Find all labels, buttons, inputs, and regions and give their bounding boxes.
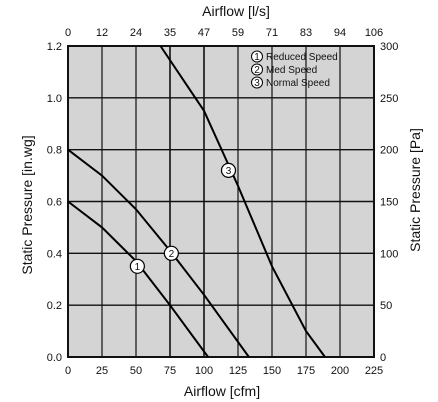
y-axis-right-title: Static Pressure [Pa] [407, 128, 423, 252]
y-tick-label-right: 150 [380, 197, 398, 209]
y-tick-label-left: 0.4 [47, 248, 62, 260]
x-tick-label-bottom: 100 [195, 365, 213, 377]
y-tick-label-left: 0.2 [47, 300, 62, 312]
series-marker-2: 2 [163, 245, 179, 261]
grid [68, 46, 374, 357]
y-tick-label-right: 100 [380, 248, 398, 260]
series-line-2 [67, 148, 250, 358]
y-tick-label-left: 1.0 [47, 93, 62, 105]
y-tick-label-left: 0.0 [47, 352, 62, 364]
marker-circle [163, 245, 179, 261]
y-tick-label-left: 0.6 [47, 197, 62, 209]
y-tick-label-right: 300 [380, 41, 398, 53]
marker-number: 2 [169, 249, 175, 260]
x-tick-label-top: 59 [232, 27, 244, 39]
x-tick-label-top: 24 [130, 27, 142, 39]
legend-marker-number: 2 [254, 65, 260, 76]
y-tick-label-right: 200 [380, 145, 398, 157]
marker-number: 1 [135, 262, 141, 273]
x-axis-bottom-title: Airflow [cfm] [184, 383, 260, 399]
x-tick-label-bottom: 125 [229, 365, 247, 377]
series-line-3 [159, 45, 326, 358]
x-tick-label-bottom: 175 [297, 365, 315, 377]
x-tick-label-bottom: 225 [365, 365, 383, 377]
x-tick-label-bottom: 150 [263, 365, 281, 377]
x-tick-label-top: 0 [65, 27, 71, 39]
legend: 1 Reduced Speed 2 Med Speed 3 Normal Speed [251, 50, 338, 89]
legend-marker [251, 76, 263, 89]
y-tick-label-left: 0.8 [47, 145, 62, 157]
legend-marker [251, 50, 263, 63]
legend-item-1: 1 Reduced Speed [251, 50, 338, 63]
x-tick-label-top: 12 [96, 27, 108, 39]
y-axis-left-title: Static Pressure [in.wg] [19, 135, 35, 274]
legend-label: Reduced Speed [266, 52, 338, 63]
x-tick-label-bottom: 0 [65, 365, 71, 377]
y-tick-label-right: 50 [380, 300, 392, 312]
x-tick-label-bottom: 50 [130, 365, 142, 377]
series-markers: 1 2 3 [129, 162, 237, 274]
marker-number: 3 [226, 166, 232, 177]
y-tick-label-left: 1.2 [47, 41, 62, 53]
legend-marker-number: 3 [254, 78, 260, 89]
x-tick-label-top: 35 [164, 27, 176, 39]
x-tick-label-bottom: 25 [96, 365, 108, 377]
series-marker-1: 1 [129, 258, 145, 274]
x-tick-label-top: 94 [334, 27, 346, 39]
legend-marker [251, 63, 263, 76]
x-tick-label-top: 83 [300, 27, 312, 39]
x-axis-top-title: Airflow [l/s] [202, 3, 270, 19]
legend-marker-number: 1 [254, 52, 260, 63]
y-tick-label-right: 250 [380, 93, 398, 105]
x-tick-label-top: 71 [266, 27, 278, 39]
marker-circle [129, 258, 145, 274]
x-tick-label-top: 106 [365, 27, 383, 39]
legend-item-3: 3 Normal Speed [251, 76, 330, 89]
legend-label: Med Speed [266, 65, 317, 76]
x-tick-label-bottom: 200 [331, 365, 349, 377]
series-marker-3: 3 [220, 162, 237, 178]
y-tick-label-right: 0 [380, 352, 386, 364]
x-tick-label-bottom: 75 [164, 365, 176, 377]
legend-item-2: 2 Med Speed [251, 63, 317, 76]
marker-circle [220, 162, 237, 178]
x-tick-label-top: 47 [198, 27, 210, 39]
legend-label: Normal Speed [266, 78, 330, 89]
